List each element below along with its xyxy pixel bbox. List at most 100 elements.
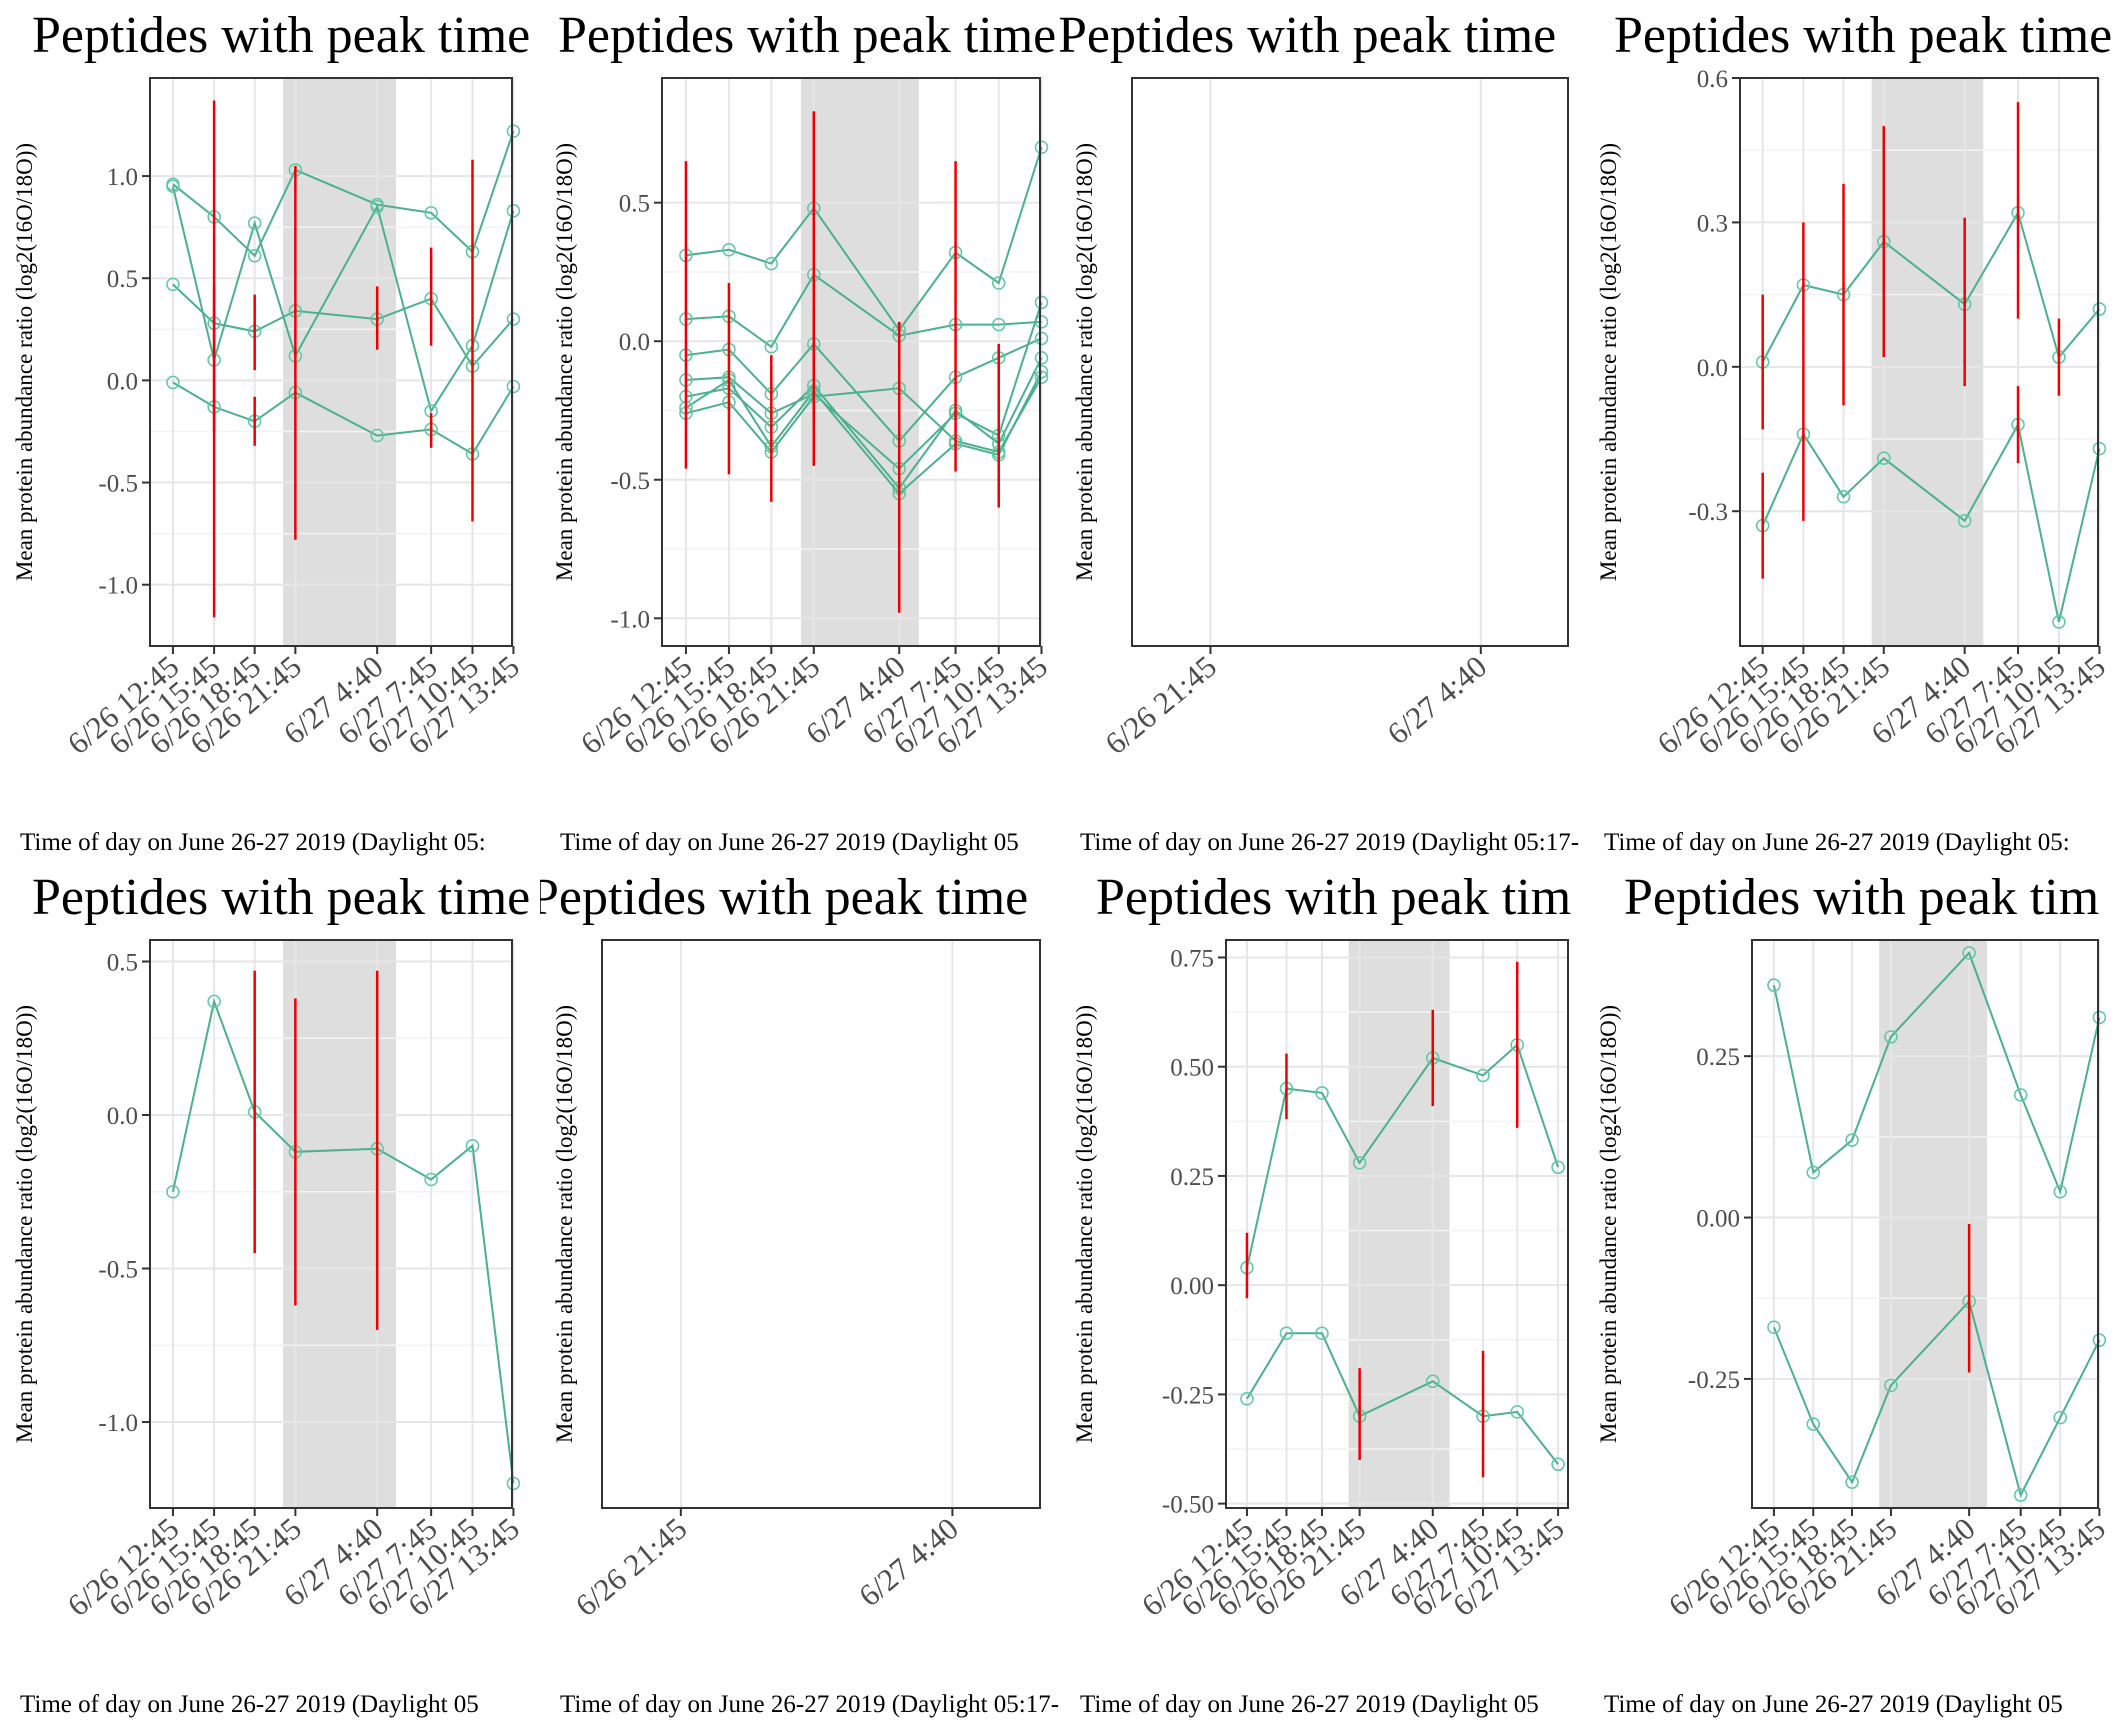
data-point (166, 179, 180, 194)
night-shade (1871, 78, 1984, 646)
plot-frame (1225, 939, 1569, 1509)
y-tick-label: 0.75 (1170, 945, 1214, 972)
chart-title: Peptides with peak time (32, 869, 530, 926)
y-tick-label: 0.6 (1697, 66, 1728, 93)
y-axis-label: Mean protein abundance ratio (log2(16O/1… (1596, 143, 1621, 581)
data-point (764, 340, 779, 354)
y-axis-label: Mean protein abundance ratio (log2(16O/1… (1596, 1005, 1621, 1443)
x-tick-label: 6/27 4:40 (852, 1511, 965, 1614)
plot-frame (1751, 939, 2099, 1509)
y-tick-label: -1.0 (98, 573, 138, 600)
series-line (685, 302, 1043, 471)
data-point (1836, 490, 1851, 504)
series-line (172, 283, 515, 368)
data-point (1034, 331, 1049, 346)
data-point (1240, 1392, 1254, 1406)
data-point (1767, 1320, 1781, 1335)
y-tick-label: -0.3 (1688, 499, 1728, 526)
data-point (2052, 615, 2066, 629)
night-shade (800, 78, 919, 646)
data-point (991, 317, 1006, 332)
night-shade (1879, 940, 1988, 1508)
data-point (506, 124, 521, 138)
data-point (506, 1476, 521, 1491)
data-point (764, 256, 779, 271)
night-shade (283, 78, 396, 646)
plot-frame (661, 77, 1041, 647)
data-point (1510, 1405, 1524, 1419)
chart-panel-2: Peptides with peak time Mean protein abun… (552, 7, 1056, 856)
data-point (166, 375, 180, 390)
y-axis-label: Mean protein abundance ratio (log2(16O/1… (1072, 1005, 1097, 1443)
data-point (1315, 1086, 1329, 1100)
series-line (1761, 210, 2101, 363)
y-tick-label: -1.0 (98, 1410, 138, 1437)
night-shade (1348, 940, 1450, 1508)
data-point (1551, 1160, 1565, 1174)
x-axis-label: Time of day on June 26-27 2019 (Daylight… (560, 1691, 1059, 1718)
y-tick-label: 1.0 (107, 164, 138, 191)
y-tick-label: -0.50 (1162, 1492, 1214, 1519)
series-line (685, 357, 1043, 490)
y-tick-label: -0.25 (1688, 1367, 1740, 1394)
y-tick-label: -1.0 (610, 606, 650, 633)
y-tick-label: 0.0 (1697, 355, 1728, 382)
data-point (2053, 1410, 2067, 1425)
plot-frame (149, 77, 513, 647)
data-point (1426, 1374, 1440, 1389)
chart-title: Peptides with peak time (530, 869, 1028, 926)
data-point (1034, 370, 1049, 384)
x-tick-label: 6/26 21:45 (569, 1511, 694, 1624)
x-axis-label: Time of day on June 26-27 2019 (Daylight… (560, 829, 1019, 856)
x-axis-label: Time of day on June 26-27 2019 (Daylight… (1080, 829, 1579, 856)
data-point (247, 249, 262, 263)
y-axis-label: Mean protein abundance ratio (log2(16O/1… (12, 143, 37, 581)
data-point (991, 276, 1006, 290)
series-line (1772, 951, 2101, 1196)
data-point (1034, 140, 1049, 155)
data-point (1034, 351, 1049, 365)
data-point (1279, 1326, 1294, 1340)
data-point (1884, 1030, 1898, 1044)
data-point (2092, 1333, 2107, 1347)
data-point (1884, 1378, 1898, 1393)
chart-title: Peptides with peak tim (1096, 869, 1571, 926)
plot-frame (149, 939, 513, 1509)
y-tick-label: -0.25 (1162, 1382, 1214, 1409)
series-line (685, 146, 1043, 332)
data-point (1962, 946, 1976, 960)
series-line (1761, 421, 2101, 623)
y-tick-label: -0.5 (610, 468, 650, 495)
series-line (685, 376, 1043, 454)
chart-title: Peptides with peak time (1058, 7, 1556, 64)
y-tick-label: 0.3 (1697, 210, 1728, 237)
series-line (172, 130, 515, 258)
y-tick-label: 0.0 (107, 1103, 138, 1130)
data-point (2092, 441, 2107, 456)
data-point (1315, 1326, 1329, 1340)
y-axis-label: Mean protein abundance ratio (log2(16O/1… (552, 1005, 577, 1443)
data-point (2053, 1184, 2067, 1199)
series-line (171, 997, 515, 1484)
y-tick-label: 0.50 (1170, 1055, 1214, 1082)
y-tick-label: 0.5 (619, 191, 650, 218)
data-point (465, 1138, 480, 1153)
y-tick-label: 0.0 (619, 329, 650, 356)
x-tick-label: 6/27 4:40 (1380, 649, 1493, 752)
data-point (1767, 978, 1781, 992)
series-line (1772, 1299, 2101, 1498)
x-axis-label: Time of day on June 26-27 2019 (Daylight… (1604, 1691, 2063, 1718)
chart-title: Peptides with peak tim (1624, 869, 2099, 926)
plot-frame (1131, 77, 1569, 647)
data-point (722, 243, 736, 257)
series-line (172, 381, 515, 456)
y-tick-label: -0.5 (98, 471, 138, 498)
chart-title: Peptides with peak time (558, 7, 1056, 64)
data-point (1806, 1417, 1821, 1431)
chart-title: Peptides with peak time (1614, 7, 2112, 64)
plot-frame (1739, 77, 2099, 647)
y-axis-label: Mean protein abundance ratio (log2(16O/1… (1072, 143, 1097, 581)
data-point (1845, 1475, 1859, 1489)
series-line (685, 273, 1042, 349)
